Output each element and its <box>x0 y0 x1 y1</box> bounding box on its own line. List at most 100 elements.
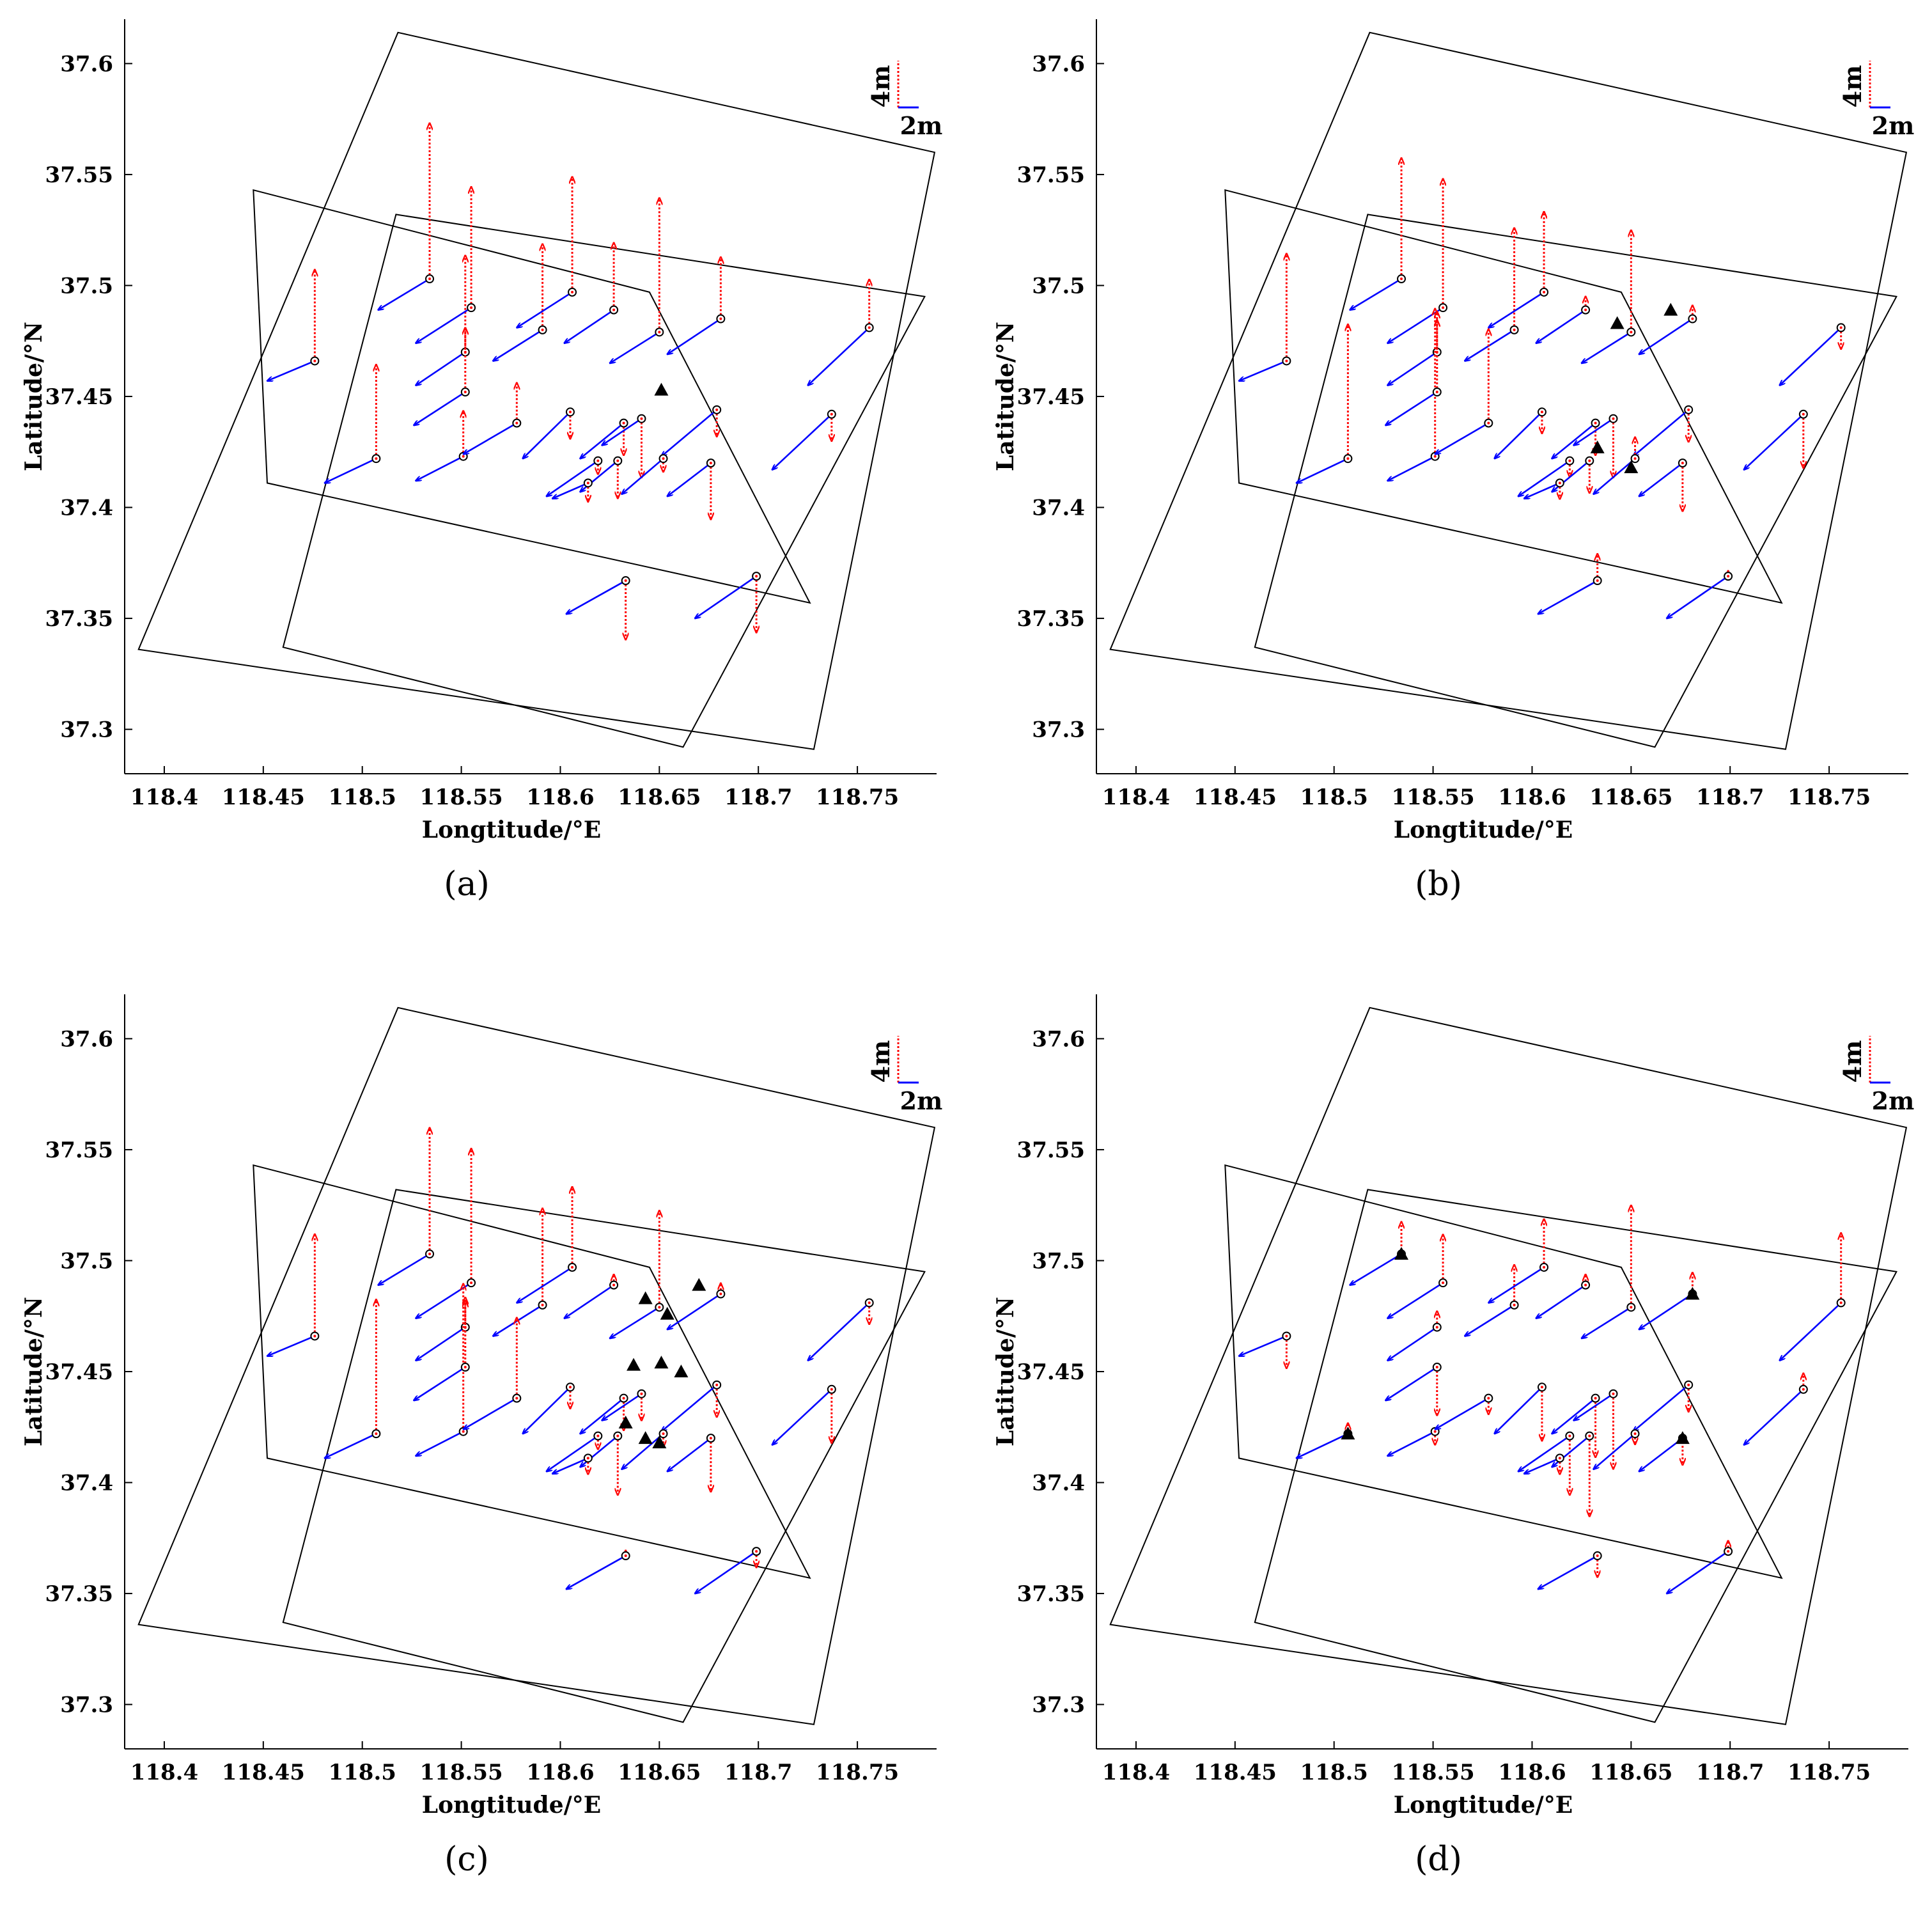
station-center-dot <box>1543 1265 1546 1269</box>
scale-horizontal-label: 2m <box>900 111 943 140</box>
station-center-dot <box>596 459 600 462</box>
station-center-dot <box>1594 1397 1597 1400</box>
x-tick-label: 118.65 <box>618 785 701 810</box>
y-tick-label: 37.3 <box>60 1693 113 1718</box>
y-tick-label: 37.3 <box>60 717 113 743</box>
frame-outline-3 <box>1254 214 1897 748</box>
y-axis-label: Latitude/°N <box>20 322 47 471</box>
horizontal-displacement-arrow <box>517 1266 573 1303</box>
horizontal-displacement-arrow <box>267 360 315 380</box>
x-tick-label: 118.4 <box>130 785 198 810</box>
frame-outline-2 <box>1224 189 1783 604</box>
station-center-dot <box>622 1397 625 1400</box>
horizontal-displacement-arrow <box>1639 1293 1694 1330</box>
horizontal-displacement-arrow <box>1593 1433 1636 1469</box>
horizontal-displacement-arrow <box>523 411 571 458</box>
station-center-dot <box>1435 1366 1438 1369</box>
station-center-dot <box>313 359 316 363</box>
station-center-dot <box>640 1392 643 1395</box>
station-center-dot <box>1727 575 1730 578</box>
horizontal-displacement-arrow <box>547 460 599 497</box>
triangle-marker-icon <box>638 1291 653 1304</box>
panel-caption: (d) <box>1415 1840 1462 1879</box>
station-center-dot <box>1588 1434 1591 1437</box>
x-tick-label: 118.4 <box>1102 785 1170 810</box>
y-tick-label: 37.5 <box>1032 273 1085 299</box>
triangle-marker-icon <box>1341 1427 1355 1440</box>
horizontal-displacement-arrow <box>1435 422 1489 455</box>
y-tick-label: 37.45 <box>1017 1359 1085 1385</box>
scale-vertical-label: 4m <box>1838 65 1867 108</box>
station-center-dot <box>375 1432 378 1436</box>
horizontal-displacement-arrow <box>695 1551 757 1593</box>
y-tick-label: 37.55 <box>45 1138 113 1163</box>
x-axis-label: Longtitude/°E <box>422 817 601 843</box>
horizontal-displacement-arrow <box>1744 1388 1804 1445</box>
horizontal-displacement-arrow <box>1639 1437 1683 1471</box>
y-axis-label: Latitude/°N <box>992 1297 1019 1446</box>
horizontal-displacement-arrow <box>552 482 589 498</box>
x-tick-label: 118.65 <box>1589 785 1672 810</box>
horizontal-displacement-arrow <box>772 413 832 470</box>
station-center-dot <box>719 317 722 320</box>
scale-vertical-label: 4m <box>1838 1040 1867 1083</box>
y-tick-label: 37.4 <box>60 1471 113 1496</box>
station-center-dot <box>612 308 616 311</box>
horizontal-displacement-arrow <box>1518 460 1571 497</box>
triangle-marker-icon <box>627 1358 641 1371</box>
station-center-dot <box>662 1432 665 1436</box>
horizontal-displacement-arrow <box>414 1366 466 1400</box>
horizontal-displacement-arrow <box>1536 309 1586 343</box>
station-center-dot <box>586 481 589 485</box>
horizontal-displacement-arrow <box>1297 458 1348 483</box>
triangle-marker-icon <box>1663 302 1678 316</box>
station-center-dot <box>662 457 665 460</box>
horizontal-displacement-arrow <box>580 422 625 459</box>
station-center-dot <box>1802 412 1805 416</box>
station-center-dot <box>1630 331 1633 334</box>
station-center-dot <box>1596 1554 1599 1558</box>
station-center-dot <box>428 1253 432 1256</box>
triangle-marker-icon <box>692 1278 706 1291</box>
station-center-dot <box>624 1554 627 1558</box>
triangle-marker-icon <box>654 1356 669 1369</box>
frame-outline-2 <box>1224 1164 1783 1579</box>
y-tick-label: 37.6 <box>60 51 113 77</box>
station-center-dot <box>462 455 465 458</box>
station-center-dot <box>1687 408 1690 411</box>
triangle-marker-icon <box>1610 316 1624 329</box>
horizontal-displacement-arrow <box>1297 1433 1348 1458</box>
horizontal-displacement-arrow <box>1639 318 1694 355</box>
x-tick-label: 118.45 <box>222 1760 305 1785</box>
horizontal-displacement-arrow <box>667 1437 712 1471</box>
panel-a: 118.4 118.45 118.5 118.55 118.6 118.65 118.7 11… <box>20 19 942 904</box>
horizontal-displacement-arrow <box>493 329 543 361</box>
station-center-dot <box>1543 290 1546 294</box>
horizontal-displacement-arrow <box>580 1435 619 1468</box>
station-center-dot <box>464 391 467 394</box>
x-tick-label: 118.55 <box>420 785 503 810</box>
y-tick-label: 37.55 <box>45 162 113 188</box>
station-center-dot <box>568 1386 572 1389</box>
horizontal-displacement-arrow <box>464 1397 517 1430</box>
station-center-dot <box>1433 1430 1437 1433</box>
station-center-dot <box>755 575 758 578</box>
station-center-dot <box>1839 1301 1842 1304</box>
horizontal-displacement-arrow <box>1780 1302 1842 1360</box>
frame-outline-1 <box>137 31 936 750</box>
station-center-dot <box>1612 1392 1615 1395</box>
horizontal-displacement-arrow <box>1488 291 1545 328</box>
station-center-dot <box>1588 459 1591 462</box>
x-tick-label: 118.7 <box>724 785 792 810</box>
horizontal-displacement-arrow <box>416 455 464 481</box>
station-center-dot <box>640 417 643 420</box>
horizontal-displacement-arrow <box>1465 1304 1515 1336</box>
station-center-dot <box>1540 411 1543 414</box>
y-tick-label: 37.55 <box>1017 162 1085 188</box>
y-tick-label: 37.5 <box>1032 1248 1085 1274</box>
station-center-dot <box>1681 462 1684 465</box>
scale-horizontal-label: 2m <box>900 1086 943 1115</box>
horizontal-displacement-arrow <box>565 1284 614 1319</box>
station-center-dot <box>715 1383 719 1386</box>
horizontal-displacement-arrow <box>1633 1384 1690 1432</box>
